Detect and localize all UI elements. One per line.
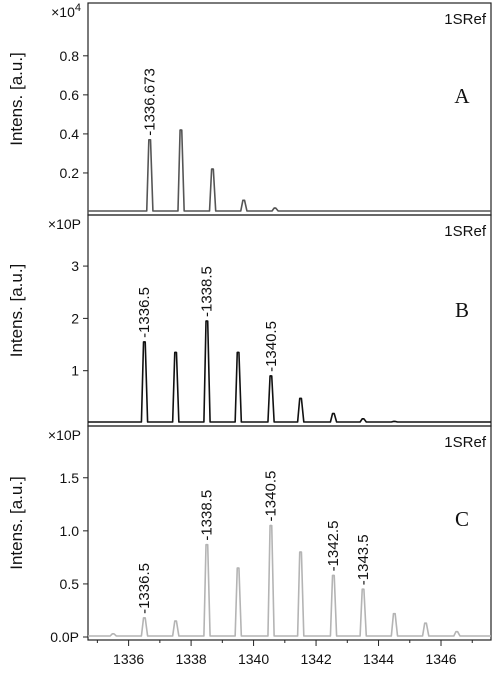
peak-point — [174, 620, 177, 622]
peak-point — [362, 418, 364, 420]
peak-label: -1336.5 — [136, 287, 153, 338]
peak-point — [205, 543, 208, 546]
y-tick-label: 1.0 — [60, 523, 80, 539]
y-multiplier-exponent: 4 — [75, 2, 81, 14]
peak-point — [112, 633, 114, 635]
y-tick-label: 1 — [71, 363, 79, 379]
peak-label: -1336.673 — [142, 68, 159, 136]
x-tick-label: 1338 — [176, 651, 207, 667]
panel-letter: C — [455, 507, 469, 531]
peak-point — [455, 630, 458, 633]
peak-label: -1340.5 — [263, 321, 280, 372]
peak-point — [424, 622, 427, 624]
y-tick-label: 0.0P — [50, 629, 79, 645]
panel-letter: A — [454, 84, 470, 108]
peak-point — [299, 551, 302, 553]
panel-a: 0.2 0.4 0.6 0.8 ×104 Intens. [a.u.] 1SRef A -133… — [7, 2, 492, 216]
peak-label: -1342.5 — [325, 521, 342, 572]
spectrum-line — [88, 524, 491, 637]
y-axis-label: Intens. [a.u.] — [7, 52, 26, 146]
peak-label: -1338.5 — [199, 490, 216, 541]
x-tick-label: 1340 — [238, 651, 269, 667]
peak-point — [299, 397, 302, 400]
peak-point — [237, 351, 239, 354]
y-tick-label: 1.5 — [60, 470, 80, 486]
peak-point — [143, 341, 146, 343]
x-tick-label: 1342 — [300, 651, 331, 667]
legend-text: 1SRef — [444, 434, 487, 451]
y-multiplier: ×10P — [48, 216, 81, 232]
y-tick-label: 0.2 — [60, 165, 80, 181]
legend-text: 1SRef — [444, 11, 487, 28]
y-axis-label: Intens. [a.u.] — [7, 264, 26, 358]
peak-point — [242, 199, 245, 202]
y-tick-label: 0.5 — [60, 576, 80, 592]
legend-text: 1SRef — [444, 223, 487, 240]
y-tick-label: 2 — [71, 310, 79, 326]
peak-point — [274, 207, 276, 209]
y-multiplier: ×104 — [51, 2, 81, 20]
peak-label: -1343.5 — [355, 534, 372, 585]
spectrum-line — [88, 129, 491, 212]
peak-point — [269, 375, 272, 377]
plot-frame — [87, 425, 492, 641]
y-tick-label: 0.8 — [60, 48, 80, 64]
peak-label: -1340.5 — [263, 471, 280, 522]
peak-point — [148, 138, 151, 141]
panel-letter: B — [455, 298, 469, 322]
peak-point — [393, 612, 395, 615]
peak-point — [237, 567, 239, 569]
peak-point — [205, 320, 208, 322]
peak-point — [332, 412, 335, 415]
x-tick-label: 1336 — [113, 651, 144, 667]
y-multiplier: ×10P — [48, 427, 81, 443]
y-tick-label: 0.6 — [60, 87, 80, 103]
x-tick-label: 1346 — [425, 651, 456, 667]
peak-point — [332, 574, 335, 577]
peak-point — [174, 351, 177, 354]
y-tick-label: 0.4 — [60, 126, 80, 142]
y-axis-label: Intens. [a.u.] — [7, 476, 26, 570]
x-tick-label: 1344 — [363, 651, 394, 667]
peak-point — [393, 420, 395, 423]
peak-point — [143, 617, 146, 619]
peak-label: -1336.5 — [136, 563, 153, 614]
y-tick-label: 3 — [71, 258, 79, 274]
peak-point — [211, 168, 214, 170]
peak-label: -1338.5 — [199, 266, 216, 317]
panel-c: 0.0P 0.5 1.0 1.5 ×10P Intens. [a.u.] 1SRef C -13… — [7, 425, 492, 667]
peak-point — [362, 588, 364, 591]
peak-point — [269, 524, 272, 527]
peak-point — [179, 129, 182, 131]
panels: 0.2 0.4 0.6 0.8 ×104 Intens. [a.u.] 1SRef A -133… — [7, 2, 492, 667]
panel-b: 1 2 3 ×10P Intens. [a.u.] 1SRef B -1336.5 -1338.… — [7, 214, 492, 427]
